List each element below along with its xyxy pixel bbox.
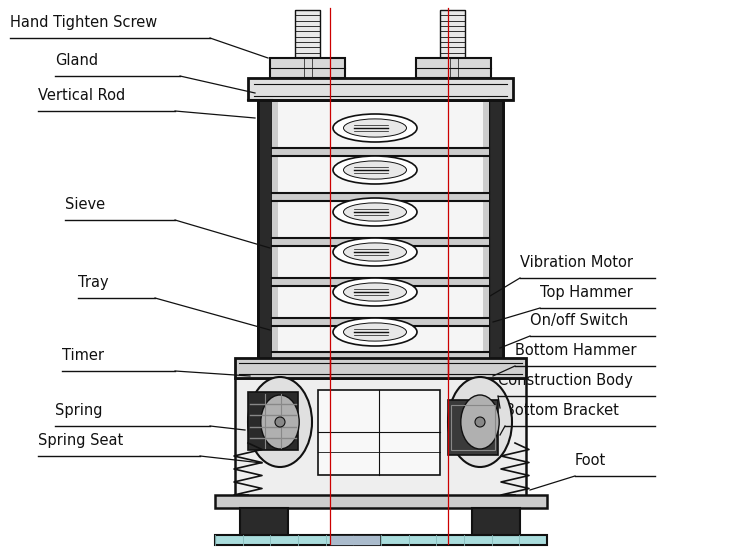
Ellipse shape: [333, 318, 417, 346]
Bar: [451, 405, 495, 450]
Bar: [272, 193, 489, 201]
Ellipse shape: [344, 161, 406, 179]
Text: Top Hammer: Top Hammer: [540, 285, 633, 300]
Bar: [248, 78, 513, 100]
Text: Spring: Spring: [55, 403, 103, 418]
Bar: [272, 100, 278, 360]
Text: Construction Body: Construction Body: [498, 373, 633, 388]
Bar: [235, 378, 526, 498]
Bar: [489, 100, 503, 360]
Bar: [235, 358, 526, 378]
Ellipse shape: [333, 156, 417, 184]
Bar: [330, 535, 380, 545]
Bar: [270, 58, 345, 78]
Ellipse shape: [475, 417, 485, 427]
Text: Tray: Tray: [78, 275, 109, 290]
Ellipse shape: [333, 278, 417, 306]
Bar: [318, 390, 440, 475]
Bar: [416, 58, 491, 78]
Bar: [272, 148, 489, 156]
Bar: [215, 495, 547, 508]
Text: Vibration Motor: Vibration Motor: [520, 255, 633, 270]
Bar: [258, 100, 272, 360]
Ellipse shape: [333, 114, 417, 142]
Ellipse shape: [261, 395, 299, 449]
Bar: [215, 535, 547, 545]
Text: Gland: Gland: [55, 53, 98, 68]
Bar: [258, 100, 503, 360]
Bar: [483, 100, 489, 360]
Text: Foot: Foot: [575, 453, 606, 468]
Bar: [248, 392, 298, 450]
Text: Bottom Bracket: Bottom Bracket: [505, 403, 619, 418]
Ellipse shape: [344, 323, 406, 341]
Ellipse shape: [344, 203, 406, 221]
Bar: [272, 352, 489, 360]
Text: On/off Switch: On/off Switch: [530, 313, 628, 328]
Bar: [272, 278, 489, 286]
Ellipse shape: [248, 377, 312, 467]
Bar: [472, 508, 520, 535]
Ellipse shape: [333, 198, 417, 226]
Text: Bottom Hammer: Bottom Hammer: [515, 343, 637, 358]
Text: Vertical Rod: Vertical Rod: [38, 88, 125, 103]
Text: Sieve: Sieve: [65, 197, 105, 212]
Ellipse shape: [275, 417, 285, 427]
Bar: [448, 400, 498, 455]
Bar: [272, 318, 489, 326]
Text: Timer: Timer: [62, 348, 104, 363]
Text: Spring Seat: Spring Seat: [38, 433, 123, 448]
Bar: [272, 238, 489, 246]
Ellipse shape: [448, 377, 512, 467]
Ellipse shape: [344, 119, 406, 137]
Bar: [440, 10, 465, 58]
Ellipse shape: [460, 395, 500, 449]
Ellipse shape: [344, 283, 406, 301]
Ellipse shape: [333, 238, 417, 266]
Bar: [240, 508, 288, 535]
Bar: [295, 10, 320, 58]
Text: Hand Tighten Screw: Hand Tighten Screw: [10, 15, 157, 30]
Ellipse shape: [344, 243, 406, 261]
